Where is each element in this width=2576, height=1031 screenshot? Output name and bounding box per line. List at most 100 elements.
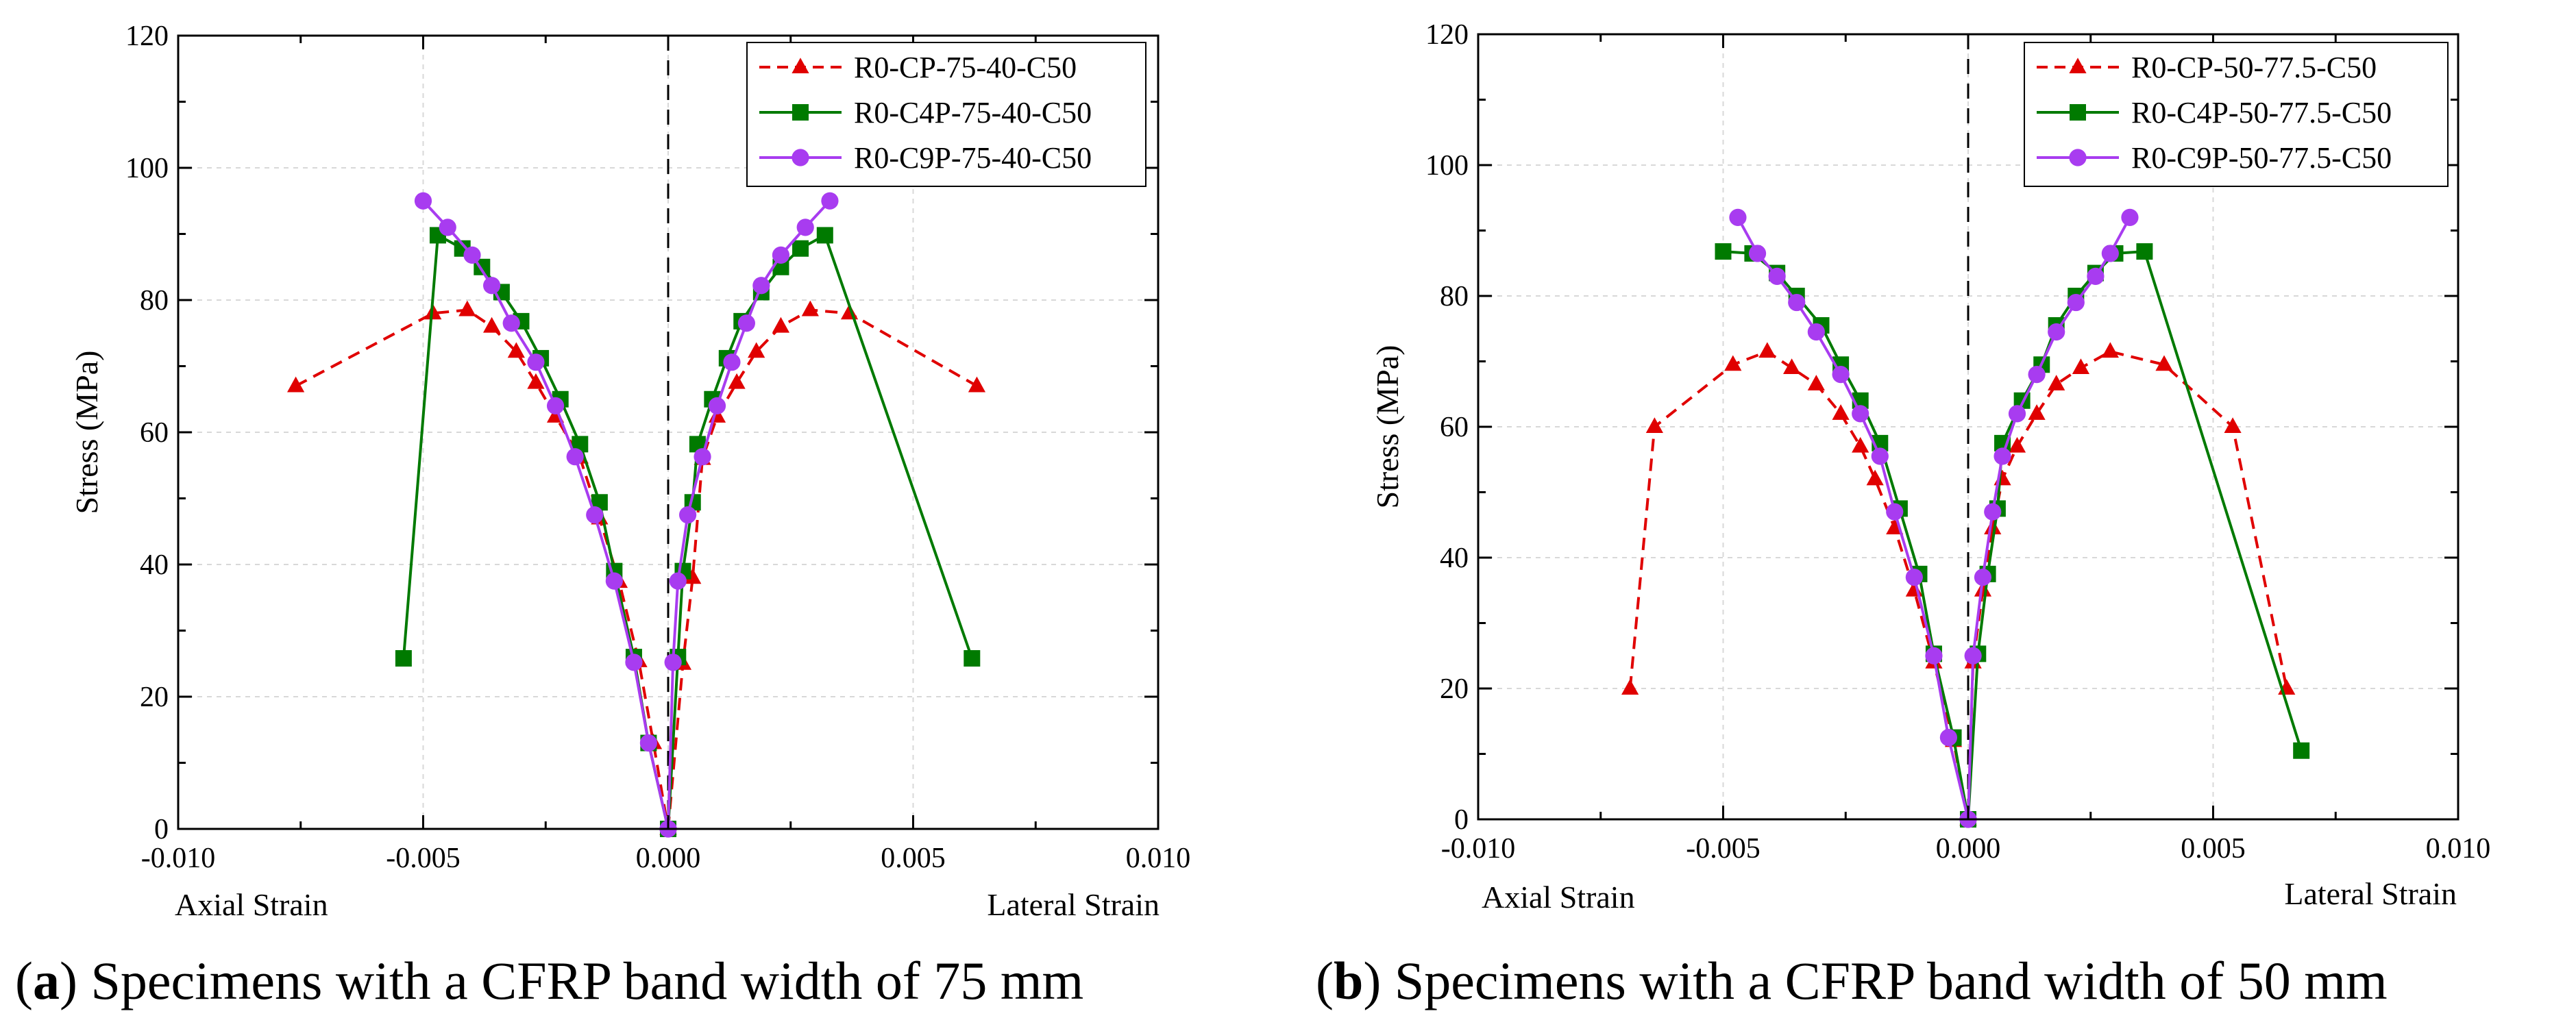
y-tick-label-b-3: 60 xyxy=(1440,412,1469,443)
panel-a: -0.010 -0.005 0.000 0.005 0.010 0 20 40 60 80 100 1… xyxy=(15,21,1190,1010)
data-point-b-0-axial-3 xyxy=(1758,342,1776,358)
data-point-a-2-axial-1 xyxy=(439,219,456,236)
y-tick-label-a-2: 40 xyxy=(140,549,169,581)
panel-label-b: b xyxy=(1334,951,1363,1010)
data-point-a-2-lateral-8 xyxy=(752,277,770,295)
y-tick-label-b-6: 120 xyxy=(1425,19,1469,51)
data-point-b-0-axial-4 xyxy=(1783,358,1801,375)
y-tick-label-b-0: 0 xyxy=(1454,804,1469,836)
legend-marker-b-2 xyxy=(2069,149,2087,166)
data-point-a-1-lateral-12 xyxy=(964,650,981,667)
data-point-a-2-axial-10 xyxy=(625,654,643,671)
data-point-b-2-axial-7 xyxy=(1871,447,1889,465)
data-point-a-2-axial-0 xyxy=(414,192,432,210)
data-point-b-2-lateral-10 xyxy=(2101,245,2119,262)
data-point-a-2-axial-6 xyxy=(546,397,565,415)
data-point-a-2-lateral-9 xyxy=(772,246,790,264)
y-tick-label-b-4: 80 xyxy=(1440,281,1469,312)
data-point-a-2-axial-8 xyxy=(586,506,604,524)
data-point-a-0-lateral-5 xyxy=(728,373,746,389)
legend-a: R0-CP-75-40-C50 R0-C4P-75-40-C50 R0-C9P-75… xyxy=(746,42,1146,187)
data-point-a-0-lateral-2 xyxy=(684,568,702,584)
data-point-a-2-axial-2 xyxy=(463,246,481,264)
caption-text-a: Specimens with a CFRP band width of 75 m… xyxy=(90,951,1083,1010)
series-a xyxy=(287,192,986,838)
data-point-a-0-axial-2 xyxy=(458,300,476,316)
data-point-b-0-axial-8 xyxy=(1866,469,1884,486)
data-point-b-2-lateral-11 xyxy=(2121,208,2139,226)
series-line-b-0-axial xyxy=(1628,349,1970,820)
data-point-b-2-axial-11 xyxy=(1939,729,1957,747)
data-point-b-1-axial-0 xyxy=(1715,243,1732,260)
caption-a: (a) Specimens with a CFRP band width of … xyxy=(15,951,1083,1010)
x-tick-label-a-2: 0.000 xyxy=(636,843,701,874)
data-point-b-0-lateral-6 xyxy=(2028,404,2046,420)
data-point-a-0-lateral-8 xyxy=(801,300,819,316)
y-axis-label-a: Stress (MPa) xyxy=(69,351,104,514)
x-tick-label-b-0: -0.010 xyxy=(1441,833,1516,865)
data-point-a-2-axial-11 xyxy=(639,734,658,752)
caption-text-b: Specimens with a CFRP band width of 50 m… xyxy=(1395,951,2388,1010)
data-point-b-2-lateral-8 xyxy=(2067,293,2085,312)
data-point-b-2-lateral-9 xyxy=(2087,267,2105,285)
data-point-b-2-axial-9 xyxy=(1905,569,1923,586)
data-point-a-2-lateral-11 xyxy=(821,192,839,210)
legend-label-a-1: R0-C4P-75-40-C50 xyxy=(854,96,1092,129)
data-point-b-2-axial-3 xyxy=(1788,293,1806,312)
y-tick-label-a-0: 0 xyxy=(154,814,169,845)
data-point-a-2-lateral-10 xyxy=(796,219,814,236)
x-label-axial-a: Axial Strain xyxy=(175,887,328,922)
data-point-a-1-axial-0 xyxy=(395,650,412,667)
legend-marker-b-1 xyxy=(2070,104,2086,121)
data-point-b-0-axial-6 xyxy=(1832,404,1850,420)
data-point-a-0-axial-0 xyxy=(287,376,305,393)
data-point-b-2-axial-10 xyxy=(1925,647,1943,664)
y-tick-label-b-1: 20 xyxy=(1440,673,1469,705)
data-point-b-0-lateral-11 xyxy=(2224,417,2242,433)
data-point-b-0-lateral-2 xyxy=(1974,580,1992,597)
data-point-b-0-axial-0 xyxy=(1621,679,1639,695)
data-point-a-0-axial-5 xyxy=(527,373,545,389)
data-point-b-2-lateral-4 xyxy=(1994,447,2011,465)
y-tick-label-b-5: 100 xyxy=(1425,150,1469,182)
data-point-b-0-lateral-5 xyxy=(2008,436,2026,453)
legend-marker-a-2 xyxy=(792,149,809,166)
data-point-b-2-lateral-3 xyxy=(1984,503,2002,521)
y-tick-label-b-2: 40 xyxy=(1440,543,1469,574)
data-point-b-0-lateral-9 xyxy=(2101,342,2119,358)
data-point-b-2-axial-6 xyxy=(1852,405,1869,423)
data-point-a-2-lateral-7 xyxy=(737,314,755,332)
x-label-axial-b: Axial Strain xyxy=(1482,880,1635,915)
y-tick-label-a-3: 60 xyxy=(140,417,169,449)
y-tick-label-a-1: 20 xyxy=(140,682,169,713)
x-tick-label-a-1: -0.005 xyxy=(386,843,461,874)
data-point-a-2-axial-9 xyxy=(605,572,623,590)
data-point-a-2-axial-7 xyxy=(566,448,584,466)
y-tick-label-a-4: 80 xyxy=(140,285,169,316)
data-point-a-1-lateral-10 xyxy=(792,240,809,257)
x-tick-label-b-4: 0.010 xyxy=(2426,833,2491,865)
legend-marker-a-0 xyxy=(792,58,809,73)
data-point-b-0-lateral-3 xyxy=(1984,519,2002,535)
data-point-b-2-lateral-6 xyxy=(2028,366,2046,384)
data-point-b-0-lateral-7 xyxy=(2048,375,2065,390)
legend-marker-b-0 xyxy=(2069,58,2087,73)
x-tick-label-a-4: 0.010 xyxy=(1126,843,1191,874)
x-label-lateral-b: Lateral Strain xyxy=(2284,876,2457,911)
data-point-b-0-lateral-10 xyxy=(2155,355,2173,371)
data-point-a-2-axial-5 xyxy=(527,353,545,371)
data-point-b-2-axial-5 xyxy=(1832,366,1850,384)
data-point-b-2-axial-4 xyxy=(1807,323,1825,341)
data-point-b-2-lateral-7 xyxy=(2048,323,2065,341)
data-point-a-1-lateral-11 xyxy=(816,227,833,244)
legend-label-b-1: R0-C4P-50-77.5-C50 xyxy=(2131,96,2392,129)
data-point-a-2-lateral-2 xyxy=(669,572,687,590)
y-axis-label-b: Stress (MPa) xyxy=(1370,345,1405,509)
legend-b: R0-CP-50-77.5-C50 R0-C4P-50-77.5-C50 R0-C9… xyxy=(2024,42,2449,187)
data-point-b-2-lateral-2 xyxy=(1974,569,1992,586)
data-point-b-2-lateral-1 xyxy=(1964,647,1982,664)
data-point-b-1-lateral-12 xyxy=(2293,742,2310,759)
legend-label-b-0: R0-CP-50-77.5-C50 xyxy=(2131,51,2377,84)
data-point-a-2-axial-4 xyxy=(502,314,520,332)
legend-label-b-2: R0-C9P-50-77.5-C50 xyxy=(2131,141,2392,175)
